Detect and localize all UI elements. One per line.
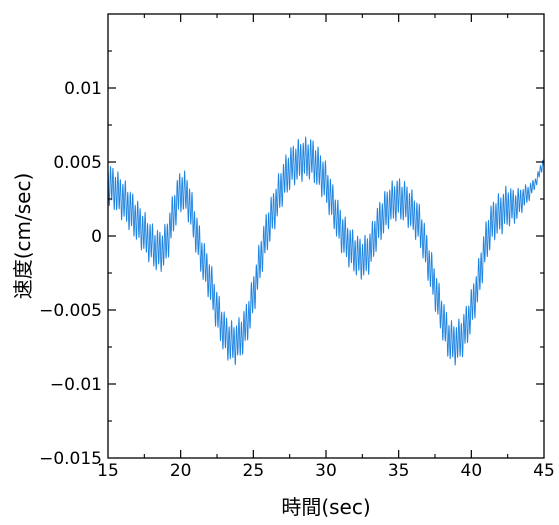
y-tick-label: 0.01 xyxy=(64,79,102,99)
x-tick-label: 20 xyxy=(170,461,192,481)
x-axis-title: 時間(sec) xyxy=(281,495,370,519)
x-axis-ticks: 15 20 25 30 35 40 45 xyxy=(97,14,555,481)
y-tick-label: 0.005 xyxy=(53,153,102,173)
series-layer xyxy=(108,136,544,366)
plot-frame xyxy=(107,13,545,459)
x-tick-label: 30 xyxy=(315,461,337,481)
y-tick-label: −0.01 xyxy=(50,375,102,395)
y-axis-ticks: −0.015 −0.01 −0.005 0 0.005 0.01 xyxy=(39,50,544,469)
x-tick-label: 35 xyxy=(388,461,410,481)
y-tick-label: 0 xyxy=(91,227,102,247)
y-axis-title: 速度(cm/sec) xyxy=(11,173,35,300)
velocity-series-line xyxy=(108,136,544,366)
x-tick-label: 40 xyxy=(461,461,483,481)
x-tick-label: 15 xyxy=(97,461,119,481)
y-tick-label: −0.015 xyxy=(39,449,102,469)
x-tick-label: 25 xyxy=(243,461,265,481)
y-tick-label: −0.005 xyxy=(39,301,102,321)
x-tick-label: 45 xyxy=(533,461,555,481)
